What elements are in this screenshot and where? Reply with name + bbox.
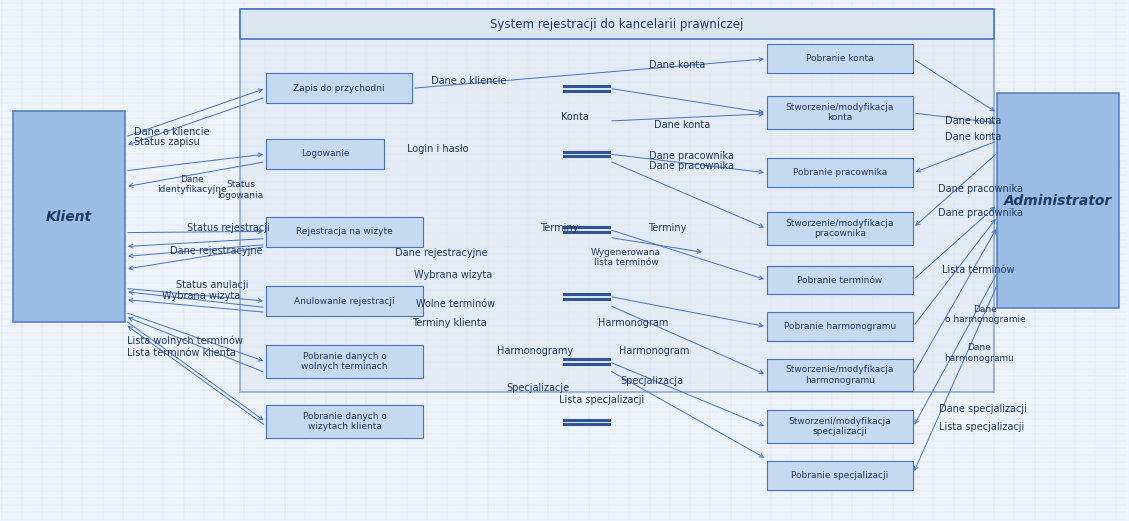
Text: Dane konta: Dane konta bbox=[945, 116, 1000, 126]
Text: Terminy: Terminy bbox=[541, 223, 579, 233]
Text: Status rejestracji: Status rejestracji bbox=[187, 223, 270, 233]
Bar bbox=[767, 96, 913, 129]
Text: Dane pracownika: Dane pracownika bbox=[648, 160, 734, 170]
Text: Dane o kliencie: Dane o kliencie bbox=[431, 76, 507, 86]
Text: Harmonogramy: Harmonogramy bbox=[497, 346, 572, 356]
Text: Harmonogram: Harmonogram bbox=[598, 318, 668, 328]
Text: Status anulacji: Status anulacji bbox=[176, 280, 248, 290]
Text: Dane pracownika: Dane pracownika bbox=[938, 208, 1023, 218]
Text: Wybrana wizyta: Wybrana wizyta bbox=[414, 270, 492, 280]
Text: Dane konta: Dane konta bbox=[654, 120, 710, 130]
Bar bbox=[767, 461, 913, 490]
Text: Dane specjalizacji: Dane specjalizacji bbox=[939, 404, 1026, 414]
Text: Lista terminów klienta: Lista terminów klienta bbox=[128, 348, 236, 358]
Bar bbox=[240, 9, 994, 39]
Text: Stworzeni/modyfikacja
specjalizacji: Stworzeni/modyfikacja specjalizacji bbox=[788, 417, 891, 437]
Bar bbox=[767, 411, 913, 443]
Text: Dane rejestracyjne: Dane rejestracyjne bbox=[395, 247, 488, 257]
Bar bbox=[265, 73, 412, 103]
Text: Pobranie danych o
wolnych terminach: Pobranie danych o wolnych terminach bbox=[301, 352, 388, 371]
Text: Pobranie harmonogramu: Pobranie harmonogramu bbox=[784, 322, 896, 331]
Bar bbox=[12, 111, 125, 322]
Text: Lista wolnych terminów: Lista wolnych terminów bbox=[128, 336, 244, 346]
Bar bbox=[767, 158, 913, 187]
Text: Dane
harmonogramu: Dane harmonogramu bbox=[945, 343, 1015, 363]
Text: Dane pracownika: Dane pracownika bbox=[938, 184, 1023, 194]
Text: Dane konta: Dane konta bbox=[648, 60, 704, 70]
Bar bbox=[265, 345, 423, 378]
Text: Stworzenie/modyfikacja
pracownika: Stworzenie/modyfikacja pracownika bbox=[786, 218, 894, 238]
Text: Anulowanie rejestracji: Anulowanie rejestracji bbox=[295, 297, 395, 306]
Text: Dane
o harmonogramie: Dane o harmonogramie bbox=[945, 305, 1025, 324]
Text: Terminy: Terminy bbox=[648, 223, 686, 233]
Bar bbox=[767, 212, 913, 244]
Bar bbox=[767, 44, 913, 73]
Text: Specjalizacja: Specjalizacja bbox=[620, 376, 683, 386]
Text: Dane pracownika: Dane pracownika bbox=[648, 151, 734, 161]
Text: Status
logowania: Status logowania bbox=[218, 180, 263, 200]
Text: Administrator: Administrator bbox=[1004, 194, 1112, 208]
Text: Lista terminów: Lista terminów bbox=[943, 266, 1015, 276]
Text: Specjalizacje: Specjalizacje bbox=[507, 383, 570, 393]
Bar bbox=[767, 358, 913, 391]
Text: Konta: Konta bbox=[561, 112, 589, 122]
Bar bbox=[265, 287, 423, 316]
Text: Pobranie pracownika: Pobranie pracownika bbox=[793, 168, 887, 177]
Text: Dane rejestracyjne: Dane rejestracyjne bbox=[170, 246, 263, 256]
Text: Dane o kliencie: Dane o kliencie bbox=[134, 127, 210, 137]
Text: System rejestracji do kancelarii prawniczej: System rejestracji do kancelarii prawnic… bbox=[490, 18, 744, 31]
Bar bbox=[265, 405, 423, 438]
Bar bbox=[265, 139, 384, 169]
Text: Lista specjalizacji: Lista specjalizacji bbox=[939, 422, 1024, 432]
Text: Pobranie konta: Pobranie konta bbox=[806, 54, 874, 63]
Text: Lista specjalizacji: Lista specjalizacji bbox=[559, 395, 644, 405]
Text: Klient: Klient bbox=[46, 209, 91, 224]
Text: Status zapisu: Status zapisu bbox=[134, 137, 200, 147]
Text: Stworzenie/modyfikacja
konta: Stworzenie/modyfikacja konta bbox=[786, 103, 894, 122]
Text: Wybrana wizyta: Wybrana wizyta bbox=[163, 291, 240, 301]
Text: Zapis do przychodni: Zapis do przychodni bbox=[294, 83, 385, 93]
Bar bbox=[767, 266, 913, 294]
Bar bbox=[767, 312, 913, 341]
Text: Pobranie specjalizacji: Pobranie specjalizacji bbox=[791, 471, 889, 480]
Bar bbox=[265, 217, 423, 246]
Text: Dane konta: Dane konta bbox=[945, 132, 1000, 142]
Text: Login i hasło: Login i hasło bbox=[406, 144, 469, 154]
Text: Wolne terminów: Wolne terminów bbox=[415, 300, 495, 309]
Text: Dane
identyfikacyjne: Dane identyfikacyjne bbox=[157, 175, 226, 194]
Text: Terminy klienta: Terminy klienta bbox=[412, 318, 487, 328]
Text: Pobranie danych o
wizytach klienta: Pobranie danych o wizytach klienta bbox=[303, 412, 386, 431]
Text: Stworzenie/modyfikacja
harmonogramu: Stworzenie/modyfikacja harmonogramu bbox=[786, 365, 894, 384]
Text: Pobranie terminów: Pobranie terminów bbox=[797, 276, 883, 284]
Text: Wygenerowana
lista terminów: Wygenerowana lista terminów bbox=[590, 247, 660, 267]
Text: Rejestracja na wizyte: Rejestracja na wizyte bbox=[296, 227, 393, 236]
Bar bbox=[997, 93, 1119, 308]
Bar bbox=[240, 9, 994, 392]
Text: Logowanie: Logowanie bbox=[300, 150, 349, 158]
Text: Harmonogram: Harmonogram bbox=[619, 346, 690, 356]
